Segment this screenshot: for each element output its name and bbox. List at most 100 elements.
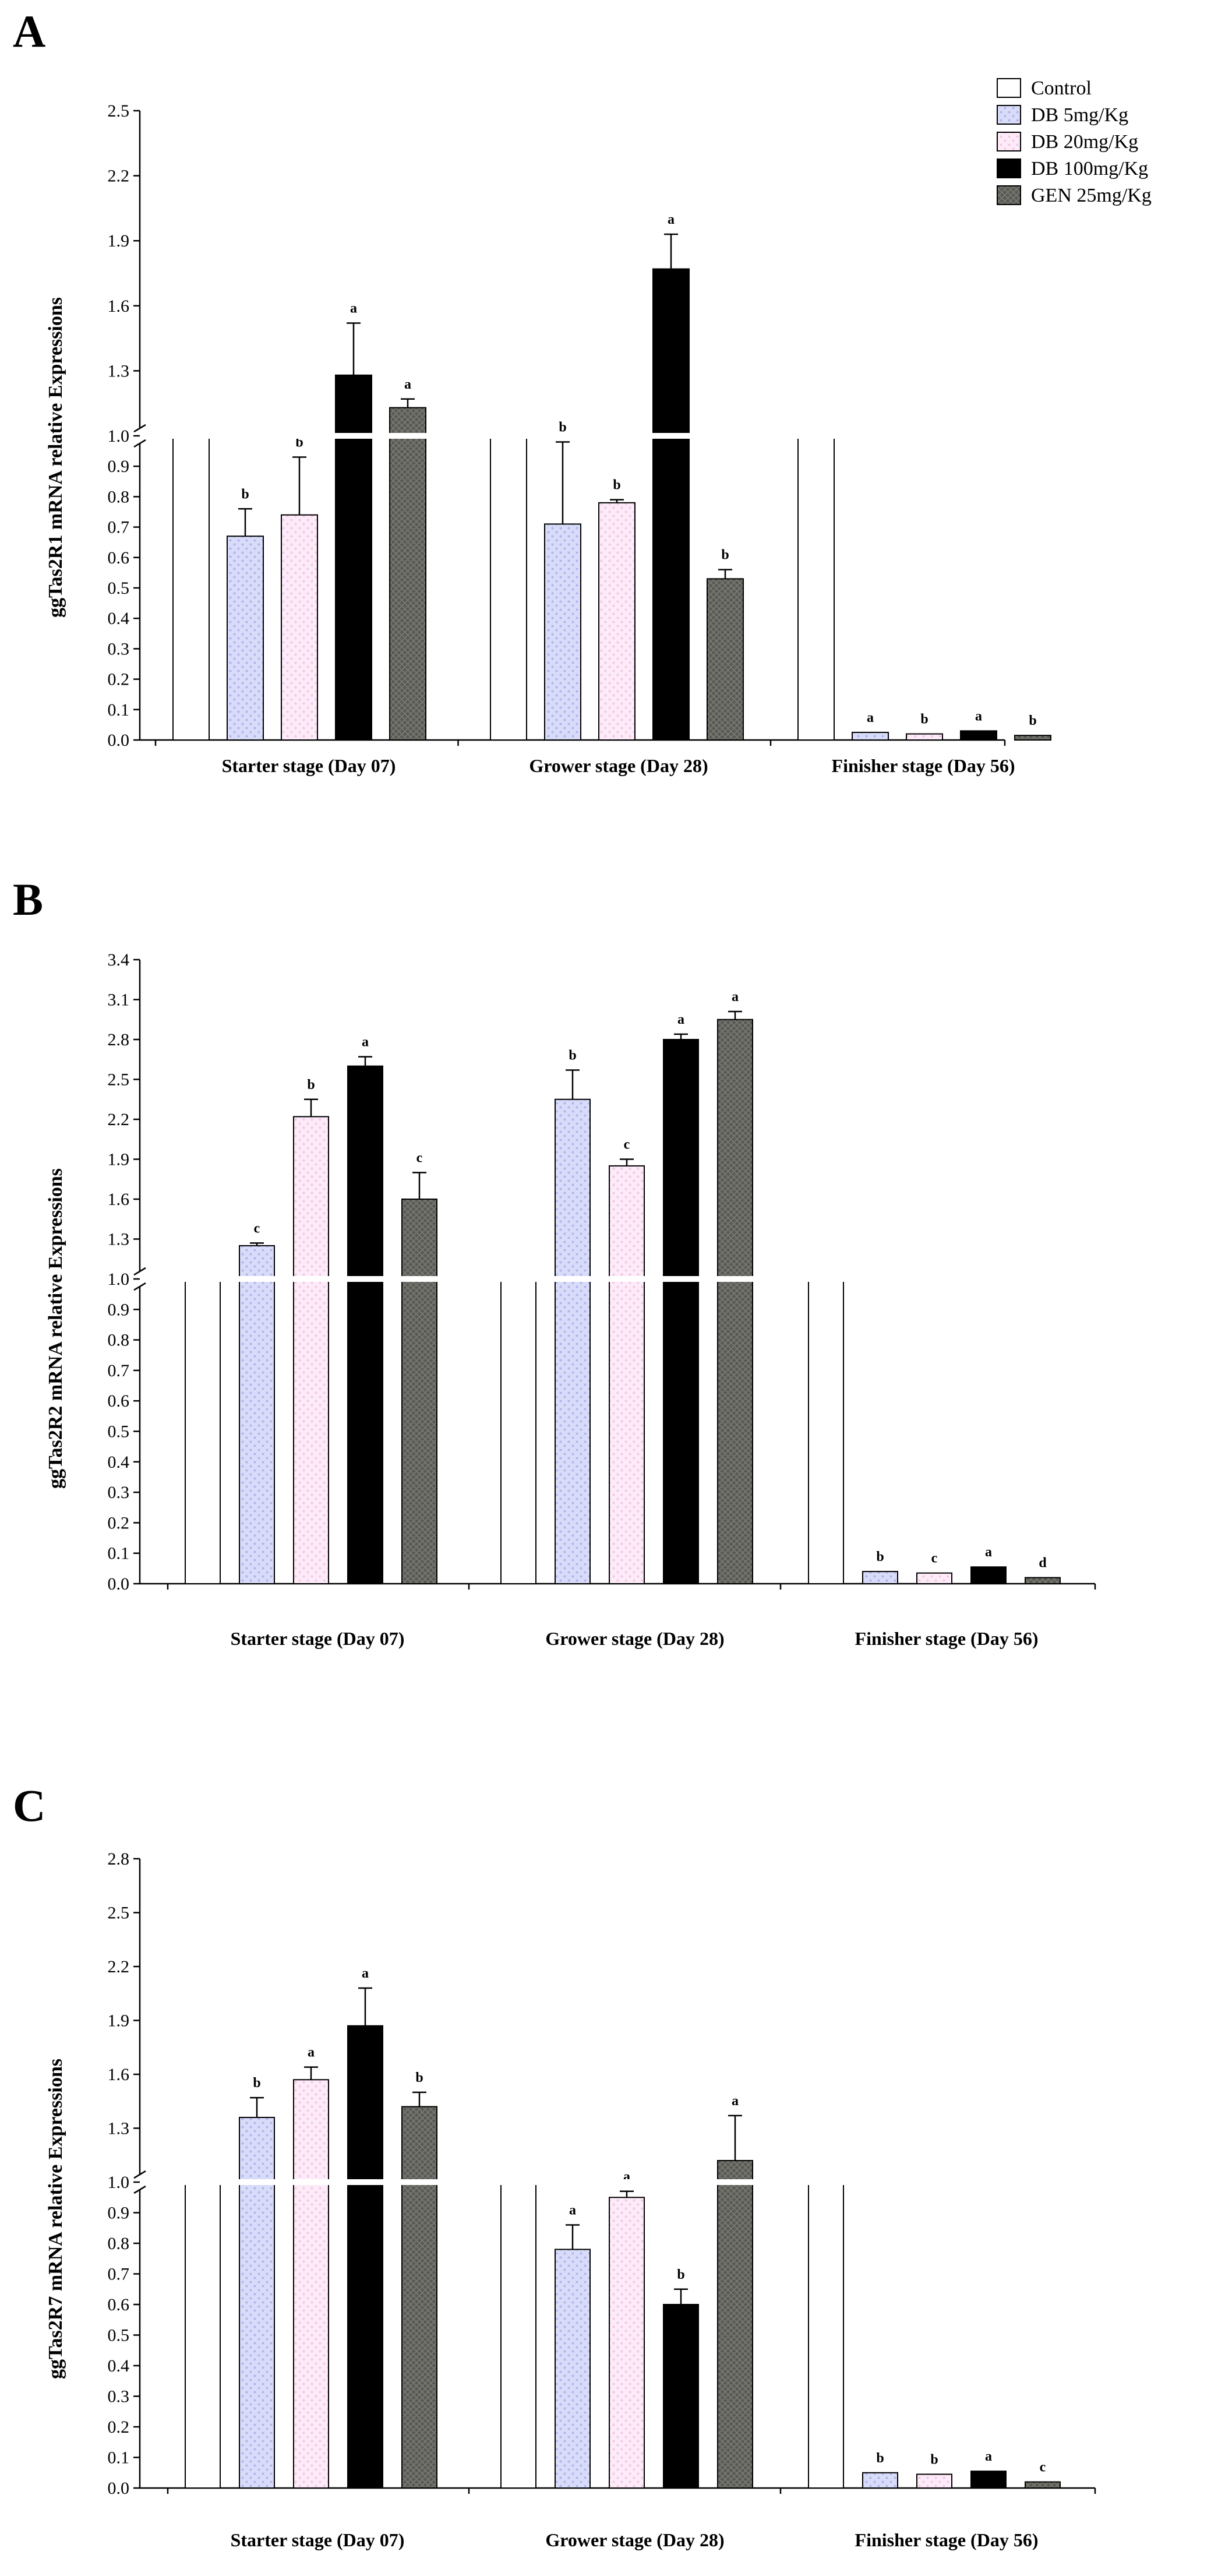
- significance-letter: c: [254, 1221, 260, 1236]
- y-tick-label: 0.6: [108, 1391, 130, 1411]
- significance-letter: a: [985, 1545, 992, 1560]
- significance-letter: b: [253, 2075, 260, 2091]
- y-tick-label: 0.0: [108, 2479, 130, 2498]
- y-tick-label: 0.7: [108, 1361, 130, 1380]
- y-tick-label: 0.9: [108, 457, 130, 476]
- significance-letter: b: [876, 2451, 884, 2466]
- significance-letter: b: [307, 1077, 315, 1093]
- y-tick-label: 0.3: [108, 2387, 130, 2406]
- axis-break-band: [142, 2179, 1095, 2185]
- y-tick-label: 0.3: [108, 1483, 130, 1502]
- bar-control-2: [490, 435, 527, 741]
- y-tick-label: 2.8: [108, 1030, 130, 1049]
- significance-letter: a: [985, 2449, 992, 2464]
- y-axis-title-b: ggTas2R2 mRNA relative Expressions: [45, 1168, 66, 1489]
- bar-db-100mg-kg-1: [347, 2025, 383, 2489]
- y-tick-label: 0.8: [108, 2234, 130, 2253]
- bar-gen-25mg-kg-3: [1025, 2481, 1061, 2489]
- group-label-c-finisher: Finisher stage (Day 56): [855, 2529, 1039, 2550]
- bar-db-20mg-kg-2: [598, 502, 636, 741]
- group-label-b-starter: Starter stage (Day 07): [231, 1628, 405, 1649]
- significance-letter: b: [677, 2267, 684, 2282]
- bar-db-100mg-kg-1: [347, 1065, 383, 1584]
- significance-letter: b: [295, 435, 303, 450]
- y-tick-label: 1.3: [108, 2119, 130, 2138]
- bar-gen-25mg-kg-2: [707, 578, 744, 741]
- bar-gen-25mg-kg-1: [389, 407, 426, 741]
- legend-swatch-control: [997, 78, 1021, 98]
- axis-break-mark: [133, 424, 146, 433]
- y-tick-label: 1.0: [108, 1270, 130, 1289]
- axis-break-mark: [133, 1267, 146, 1276]
- panel-letter-c: C: [13, 1780, 45, 1831]
- y-tick-label: 0.1: [108, 2448, 130, 2468]
- significance-letter: b: [920, 712, 928, 727]
- chart-body-c: 0.0 0.1 0.2 0.3 0.4 0.5 0.6 0.7 0.8 0.9 1.0 1.3 1.6 1…: [108, 1849, 1096, 2498]
- bar-db-20mg-kg-2: [609, 2197, 645, 2489]
- y-tick-label: 0.2: [108, 670, 130, 689]
- axis-break-band: [142, 433, 1005, 439]
- bar-control-3: [808, 1278, 844, 1584]
- legend-label-gen-25mg-kg: GEN 25mg/Kg: [1031, 185, 1152, 206]
- bar-db-5mg-kg-1: [239, 1245, 275, 1585]
- y-tick-label: 0.8: [108, 487, 130, 506]
- legend-label-db-100mg-kg: DB 100mg/Kg: [1031, 158, 1148, 179]
- y-tick-label: 0.6: [108, 2295, 130, 2314]
- bar-db-20mg-kg-1: [281, 514, 318, 741]
- y-tick-label: 2.5: [108, 101, 130, 121]
- significance-letter: a: [867, 710, 874, 725]
- y-axis-title-c: ggTas2R7 mRNA relative Expressions: [45, 2059, 66, 2379]
- bar-gen-25mg-kg-2: [717, 1019, 753, 1584]
- y-tick-label: 0.1: [108, 700, 130, 720]
- bar-control-3: [808, 2182, 844, 2489]
- y-tick-label: 1.6: [108, 2065, 130, 2084]
- bar-control-1: [185, 2182, 221, 2489]
- y-tick-label: 1.6: [108, 297, 130, 316]
- significance-letter: b: [930, 2452, 938, 2467]
- significance-letter: b: [613, 478, 620, 493]
- group-label-c-starter: Starter stage (Day 07): [231, 2529, 405, 2550]
- bar-db-100mg-kg-3: [960, 730, 997, 741]
- group-label-a-grower: Grower stage (Day 28): [529, 755, 708, 776]
- bar-db-5mg-kg-3: [862, 1571, 898, 1585]
- y-tick-label: 2.8: [108, 1849, 130, 1869]
- panel-c: C ggTas2R7 mRNA relative Expressions 0.0…: [13, 1780, 1096, 2550]
- significance-letter: a: [677, 1012, 684, 1027]
- significance-letter: a: [569, 2203, 576, 2218]
- significance-letter: a: [732, 989, 739, 1005]
- legend-label-db-5mg-kg: DB 5mg/Kg: [1031, 104, 1128, 126]
- significance-letter: c: [624, 1137, 630, 1153]
- axis-break-band: [142, 1276, 1095, 1282]
- significance-letter: b: [559, 420, 566, 435]
- y-tick-label: 1.6: [108, 1190, 130, 1209]
- bar-db-100mg-kg-2: [663, 2304, 699, 2489]
- bar-gen-25mg-kg-3: [1025, 1577, 1061, 1585]
- legend-label-db-20mg-kg: DB 20mg/Kg: [1031, 131, 1138, 153]
- bar-control-1: [185, 1278, 221, 1584]
- bar-db-20mg-kg-1: [293, 1116, 329, 1584]
- legend-swatch-gen-25mg-kg: [997, 185, 1021, 205]
- y-tick-label: 0.0: [108, 1574, 130, 1594]
- bar-control-1: [172, 435, 210, 741]
- significance-letter: a: [350, 301, 357, 316]
- bar-db-100mg-kg-2: [663, 1039, 699, 1584]
- significance-letter: b: [241, 487, 249, 502]
- legend-label-control: Control: [1031, 77, 1092, 99]
- significance-letter: a: [404, 377, 411, 392]
- group-label-b-grower: Grower stage (Day 28): [545, 1628, 724, 1649]
- axis-break-mark: [133, 2170, 146, 2179]
- bar-db-5mg-kg-2: [555, 1098, 591, 1584]
- axis-break-mark: [133, 439, 146, 448]
- group-label-a-starter: Starter stage (Day 07): [222, 755, 396, 776]
- y-tick-label: 2.2: [108, 167, 130, 186]
- y-tick-label: 2.5: [108, 1070, 130, 1090]
- bar-gen-25mg-kg-2: [717, 2160, 753, 2489]
- bar-db-100mg-kg-2: [652, 268, 690, 741]
- y-tick-label: 0.4: [108, 2356, 130, 2376]
- y-tick-label: 2.2: [108, 1957, 130, 1976]
- significance-letter: a: [362, 1035, 369, 1050]
- y-tick-label: 0.8: [108, 1331, 130, 1350]
- axis-break-mark: [133, 2185, 146, 2194]
- group-label-b-finisher: Finisher stage (Day 56): [855, 1628, 1039, 1649]
